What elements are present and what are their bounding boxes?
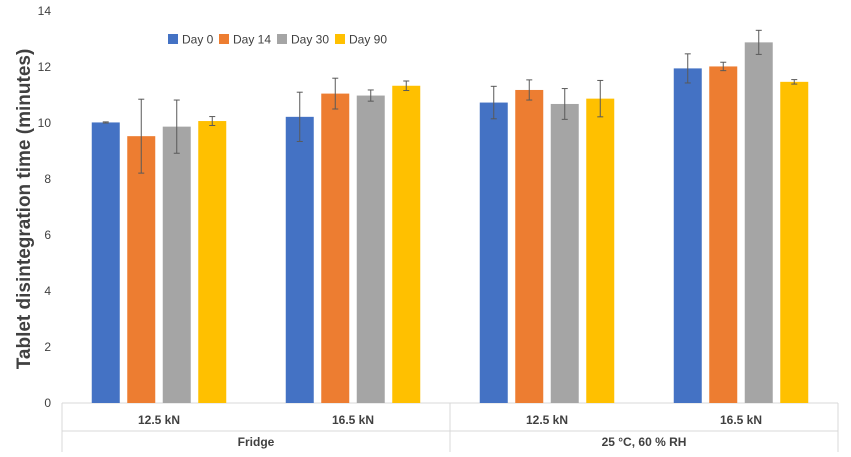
bar — [392, 85, 421, 403]
bar — [198, 121, 227, 403]
y-tick-label: 0 — [44, 396, 51, 410]
y-tick-label: 12 — [38, 60, 52, 74]
y-tick-label: 4 — [44, 284, 51, 298]
bar — [515, 89, 544, 404]
legend-swatch — [219, 34, 229, 44]
x-category-label: 16.5 kN — [720, 413, 762, 427]
bar — [780, 81, 809, 403]
bar — [673, 68, 702, 404]
x-group-label: 25 °C, 60 % RH — [602, 435, 687, 449]
legend-swatch — [277, 34, 287, 44]
bar — [321, 93, 350, 403]
y-tick-label: 10 — [38, 116, 52, 130]
bar — [285, 116, 314, 403]
x-category-label: 12.5 kN — [526, 413, 568, 427]
x-category-label: 12.5 kN — [138, 413, 180, 427]
y-tick-label: 6 — [44, 228, 51, 242]
legend-label: Day 90 — [349, 33, 387, 47]
bar — [479, 102, 508, 403]
x-category-label: 16.5 kN — [332, 413, 374, 427]
y-tick-label: 14 — [38, 4, 52, 18]
y-tick-label: 8 — [44, 172, 51, 186]
legend-swatch — [335, 34, 345, 44]
legend-label: Day 14 — [233, 33, 271, 47]
y-axis-title: Tablet disintegration time (minutes) — [14, 49, 35, 370]
bar — [91, 122, 120, 403]
bar — [709, 66, 738, 403]
bar — [550, 103, 579, 404]
bar — [162, 126, 191, 403]
bar — [744, 42, 773, 404]
legend-swatch — [168, 34, 178, 44]
y-tick-label: 2 — [44, 340, 51, 354]
bar — [127, 136, 156, 403]
legend-label: Day 30 — [291, 33, 329, 47]
x-group-label: Fridge — [238, 435, 275, 449]
bar — [356, 95, 385, 403]
bar — [586, 98, 615, 403]
legend-label: Day 0 — [182, 33, 214, 47]
